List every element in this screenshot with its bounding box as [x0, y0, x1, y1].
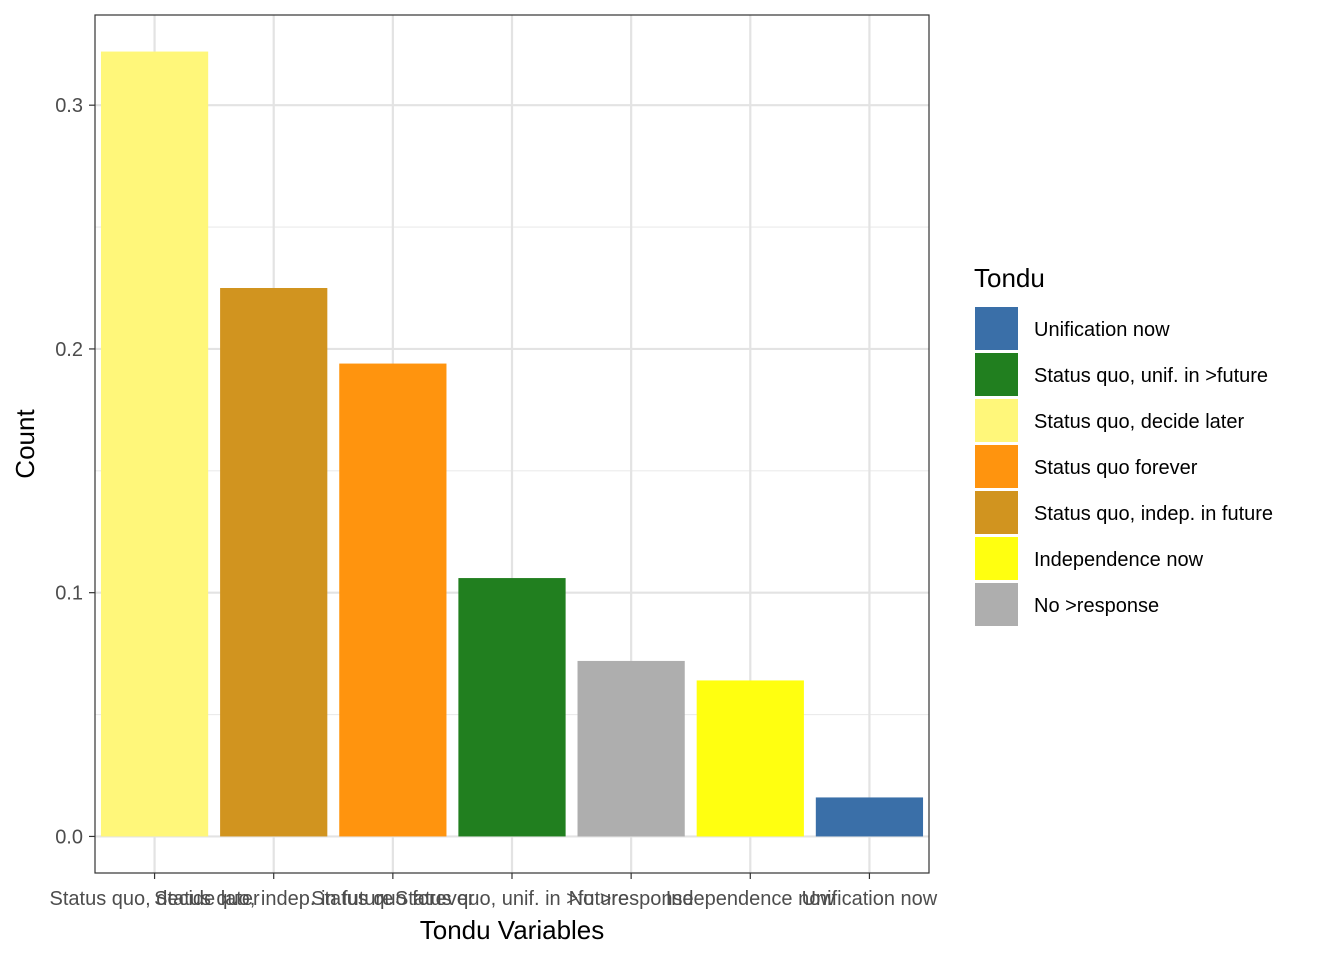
legend-swatch	[975, 353, 1018, 396]
x-tick-label: Unification now	[802, 888, 938, 910]
legend-label: Status quo, decide later	[1034, 411, 1244, 433]
y-tick-label: 0.0	[55, 826, 83, 848]
legend-item: Status quo, decide later	[975, 399, 1244, 442]
legend-swatch	[975, 399, 1018, 442]
x-tick-label: Status quo, unif. in >future	[395, 888, 629, 910]
legend-label: Status quo, indep. in future	[1034, 503, 1273, 525]
legend-item: No >response	[975, 583, 1159, 626]
legend-label: Status quo, unif. in >future	[1034, 365, 1268, 387]
x-axis-title: Tondu Variables	[420, 915, 605, 945]
legend-swatch	[975, 537, 1018, 580]
x-tick-label: Independence now	[666, 888, 836, 910]
bar	[696, 680, 804, 837]
x-tick-label: Status quo, indep. in future	[154, 888, 393, 910]
legend-label: Unification now	[1034, 319, 1170, 341]
legend-item: Status quo, unif. in >future	[975, 353, 1268, 396]
bar	[220, 288, 328, 837]
x-tick-label: Status quo forever	[311, 888, 475, 910]
bar	[458, 578, 566, 837]
legend: Tondu Unification now Status quo, unif. i…	[974, 263, 1273, 626]
bar	[815, 797, 924, 837]
bar	[100, 51, 209, 837]
y-tick-label: 0.1	[55, 583, 83, 605]
legend-item: Independence now	[975, 537, 1204, 580]
legend-items: Unification now Status quo, unif. in >fut…	[975, 307, 1273, 626]
legend-label: Independence now	[1034, 549, 1204, 571]
bar	[577, 660, 685, 837]
x-tick-label: No >response	[569, 888, 694, 910]
legend-swatch	[975, 307, 1018, 350]
bars	[100, 51, 924, 837]
x-tick-label: Status quo, decide later	[50, 888, 260, 910]
legend-label: Status quo forever	[1034, 457, 1198, 479]
legend-item: Status quo forever	[975, 445, 1198, 488]
y-axis-title: Count	[10, 409, 40, 479]
y-tick-label: 0.2	[55, 339, 83, 361]
legend-swatch	[975, 583, 1018, 626]
legend-swatch	[975, 445, 1018, 488]
legend-swatch	[975, 491, 1018, 534]
legend-item: Status quo, indep. in future	[975, 491, 1273, 534]
legend-label: No >response	[1034, 595, 1159, 617]
legend-title: Tondu	[974, 263, 1045, 293]
legend-item: Unification now	[975, 307, 1170, 350]
bar	[339, 363, 447, 837]
y-tick-label: 0.3	[55, 95, 83, 117]
